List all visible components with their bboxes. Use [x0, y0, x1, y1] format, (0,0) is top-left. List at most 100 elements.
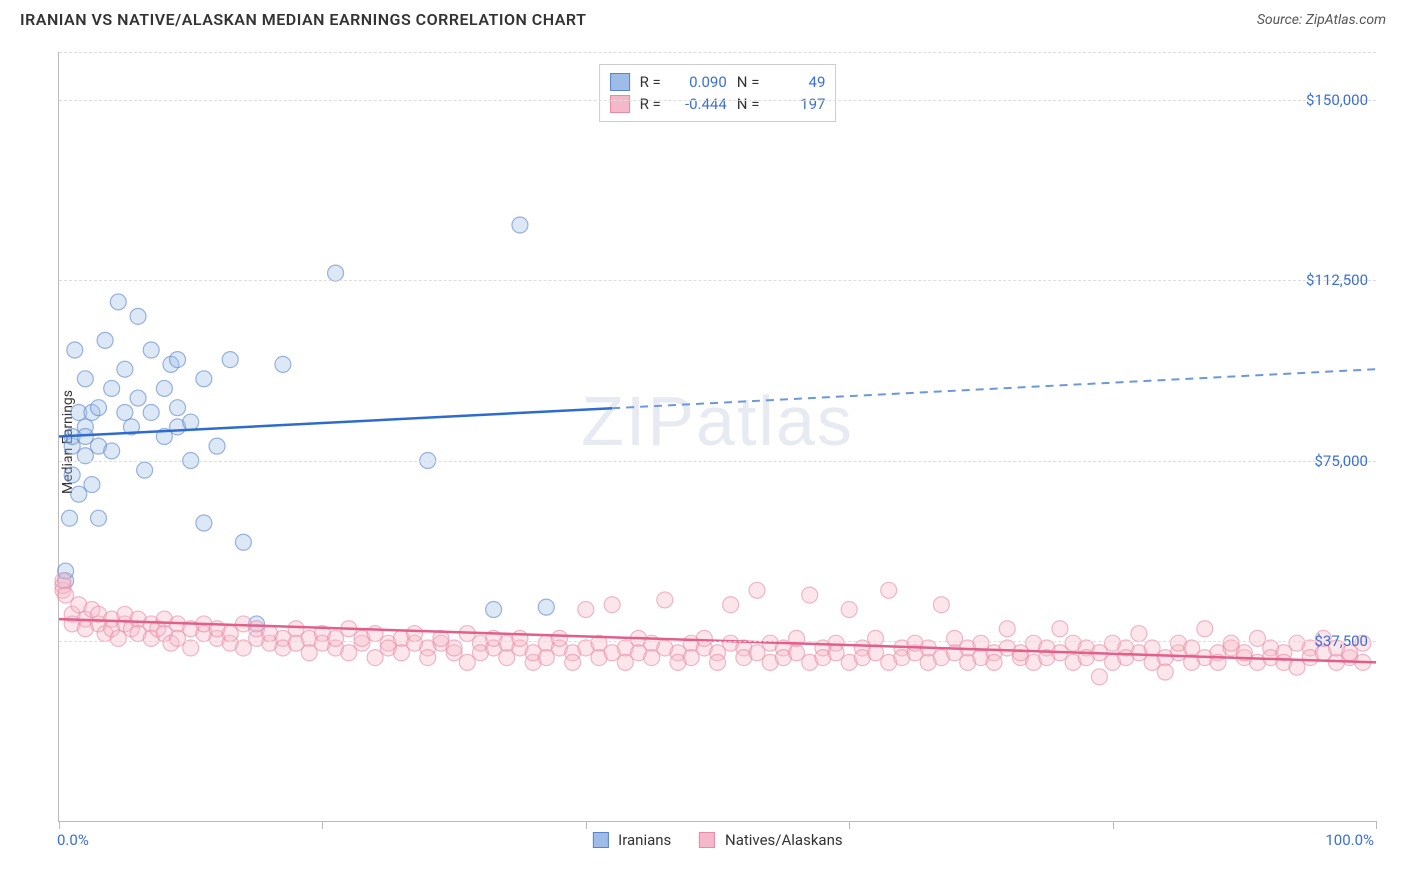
gridline-h [59, 280, 1376, 281]
swatch-natives [610, 95, 630, 113]
scatter-point [183, 640, 199, 656]
scatter-point [64, 467, 80, 483]
scatter-point [710, 654, 726, 670]
scatter-point [407, 626, 423, 642]
gridline-h [59, 52, 1376, 53]
plot-svg [59, 52, 1376, 821]
swatch-natives [699, 832, 715, 848]
scatter-point [170, 400, 186, 416]
scatter-point [486, 602, 502, 618]
scatter-point [196, 371, 212, 387]
scatter-point [1091, 669, 1107, 685]
x-tick-label-max: 100.0% [1325, 831, 1374, 849]
scatter-point [999, 621, 1015, 637]
trend-line [59, 408, 612, 436]
scatter-point [565, 654, 581, 670]
legend-item-iranians: Iranians [592, 831, 671, 849]
scatter-point [143, 342, 159, 358]
scatter-point [110, 294, 126, 310]
legend-r-value-natives: -0.444 [671, 95, 727, 113]
scatter-point [84, 477, 100, 493]
scatter-point [512, 630, 528, 646]
scatter-point [986, 654, 1002, 670]
scatter-point [802, 587, 818, 603]
scatter-point [1157, 664, 1173, 680]
trend-line-extrapolated [612, 369, 1376, 408]
x-tick [1113, 821, 1114, 829]
scatter-point [104, 443, 120, 459]
scatter-point [235, 534, 251, 550]
y-tick-label: $112,500 [1306, 271, 1368, 289]
scatter-point [91, 510, 107, 526]
scatter-point [1197, 621, 1213, 637]
scatter-point [77, 371, 93, 387]
scatter-point [55, 573, 71, 589]
swatch-iranians [610, 73, 630, 91]
scatter-point [156, 380, 172, 396]
chart-title: IRANIAN VS NATIVE/ALASKAN MEDIAN EARNING… [20, 10, 586, 29]
scatter-point [1052, 621, 1068, 637]
scatter-point [117, 404, 133, 420]
scatter-point [275, 356, 291, 372]
legend-label-iranians: Iranians [618, 831, 671, 849]
x-tick [849, 821, 850, 829]
chart-container: Median Earnings ZIPatlas R = 0.090 N = 4… [20, 42, 1386, 842]
scatter-point [222, 352, 238, 368]
scatter-point [512, 217, 528, 233]
x-tick-label-min: 0.0% [57, 831, 89, 849]
scatter-point [183, 414, 199, 430]
scatter-point [130, 308, 146, 324]
scatter-point [170, 352, 186, 368]
scatter-point [881, 582, 897, 598]
x-tick [322, 821, 323, 829]
correlation-legend: R = 0.090 N = 49 R = -0.444 N = 197 [599, 64, 837, 122]
y-tick-label: $150,000 [1306, 91, 1368, 109]
y-tick-label: $75,000 [1314, 452, 1368, 470]
plot-area: ZIPatlas R = 0.090 N = 49 R = -0.444 N =… [58, 52, 1376, 822]
scatter-point [604, 597, 620, 613]
scatter-point [97, 332, 113, 348]
scatter-point [841, 602, 857, 618]
scatter-point [696, 630, 712, 646]
scatter-point [143, 404, 159, 420]
legend-item-natives: Natives/Alaskans [699, 831, 842, 849]
legend-r-value-iranians: 0.090 [671, 73, 727, 91]
scatter-point [723, 597, 739, 613]
scatter-point [62, 510, 78, 526]
legend-n-value-natives: 197 [769, 95, 825, 113]
legend-label-natives: Natives/Alaskans [725, 831, 843, 849]
scatter-point [91, 400, 107, 416]
scatter-point [420, 650, 436, 666]
scatter-point [538, 599, 554, 615]
scatter-point [117, 361, 133, 377]
legend-row-iranians: R = 0.090 N = 49 [610, 71, 826, 93]
source-label: Source: ZipAtlas.com [1257, 12, 1386, 28]
gridline-h [59, 641, 1376, 642]
scatter-point [137, 462, 153, 478]
legend-n-value-iranians: 49 [769, 73, 825, 91]
x-tick [59, 821, 60, 829]
scatter-point [67, 342, 83, 358]
gridline-h [59, 461, 1376, 462]
scatter-point [868, 630, 884, 646]
scatter-point [1131, 626, 1147, 642]
legend-n-label: N = [737, 73, 760, 91]
scatter-point [209, 438, 225, 454]
scatter-point [578, 602, 594, 618]
scatter-point [328, 265, 344, 281]
scatter-point [446, 640, 462, 656]
legend-r-label: R = [640, 73, 661, 91]
gridline-h [59, 100, 1376, 101]
scatter-point [196, 515, 212, 531]
y-tick-label: $37,500 [1314, 632, 1368, 650]
scatter-point [551, 630, 567, 646]
scatter-point [130, 390, 146, 406]
x-tick [586, 821, 587, 829]
legend-r-label: R = [640, 95, 661, 113]
legend-row-natives: R = -0.444 N = 197 [610, 93, 826, 115]
scatter-point [104, 380, 120, 396]
legend-n-label: N = [737, 95, 760, 113]
scatter-point [933, 597, 949, 613]
x-tick [1376, 821, 1377, 829]
series-legend: Iranians Natives/Alaskans [592, 831, 842, 849]
